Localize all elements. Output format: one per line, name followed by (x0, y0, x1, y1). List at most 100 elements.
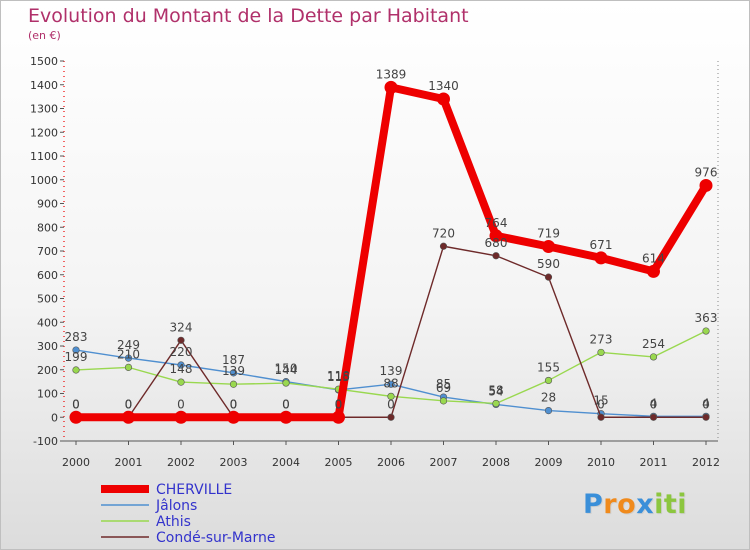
data-label: 283 (65, 330, 88, 344)
data-label: 187 (222, 353, 245, 367)
data-label: 671 (590, 238, 613, 252)
data-label: 719 (537, 226, 560, 240)
y-tick-label: 300 (37, 340, 58, 353)
data-label: 0 (282, 397, 290, 411)
data-label: 118 (327, 369, 350, 383)
data-point (387, 392, 395, 400)
logo-letter: x (636, 489, 655, 520)
data-point (387, 380, 395, 388)
data-point (229, 369, 238, 377)
data-label: 249 (117, 338, 140, 352)
data-label: 720 (432, 226, 455, 240)
x-tick-label: 2009 (535, 456, 563, 469)
data-point (489, 229, 503, 243)
data-label: 199 (65, 350, 88, 364)
x-tick-label: 2001 (115, 456, 143, 469)
data-point (702, 327, 710, 335)
data-label: 363 (695, 311, 718, 325)
proxiti-logo: Proxiti (583, 489, 687, 520)
data-point (177, 336, 185, 344)
data-label: 0 (702, 397, 710, 411)
data-label: 0 (282, 397, 290, 411)
data-point (124, 363, 133, 371)
data-point (177, 361, 185, 369)
data-label: 148 (170, 362, 193, 376)
x-tick-label: 2005 (325, 456, 353, 469)
legend-label: Condé-sur-Marne (156, 530, 276, 546)
x-tick-label: 2007 (430, 456, 458, 469)
logo-letter: o (617, 489, 637, 520)
data-point (544, 273, 553, 281)
legend-label: CHERVILLE (156, 482, 232, 498)
data-label: 614 (642, 251, 665, 265)
data-label: 0 (597, 397, 605, 411)
legend-label: Jâlons (155, 498, 197, 514)
data-label: 4 (702, 396, 710, 410)
data-point (699, 178, 713, 192)
data-label: 155 (537, 360, 560, 374)
y-tick-label: 100 (37, 388, 58, 401)
data-label: 139 (380, 364, 403, 378)
data-label: 1340 (428, 79, 459, 93)
data-label: 54 (488, 384, 503, 398)
y-tick-label: 800 (37, 221, 58, 234)
axes: -100010020030040050060070080090010001100… (30, 55, 720, 469)
data-label: 0 (125, 397, 133, 411)
y-tick-label: 700 (37, 245, 58, 258)
x-tick-label: 2004 (272, 456, 300, 469)
data-label: 0 (72, 397, 80, 411)
x-tick-label: 2012 (692, 456, 720, 469)
data-label: 976 (695, 165, 718, 179)
data-point (229, 380, 238, 388)
data-point (437, 92, 450, 106)
data-point (544, 376, 553, 385)
data-label: 0 (72, 397, 80, 411)
data-labels-layer: 0 0 0 0 0 0 1389 1340 764 719 671 614 976 283 249 220 18… (65, 67, 718, 411)
data-point (72, 366, 80, 374)
y-tick-label: 200 (37, 364, 58, 377)
data-point (124, 354, 133, 362)
data-point (544, 407, 553, 415)
y-tick-label: 600 (37, 269, 58, 282)
data-point (439, 242, 448, 250)
data-point (174, 410, 188, 424)
y-tick-label: 400 (37, 316, 58, 329)
chart-title: Evolution du Montant de la Dette par Hab… (28, 5, 469, 27)
x-tick-label: 2003 (220, 456, 248, 469)
data-label: 85 (436, 377, 451, 391)
data-point (492, 399, 500, 408)
data-point (384, 80, 398, 94)
data-label: 28 (541, 391, 556, 405)
data-point (702, 413, 710, 421)
data-label: 590 (537, 257, 560, 271)
data-point (122, 410, 135, 424)
data-label: 139 (222, 364, 245, 378)
y-tick-label: 1200 (30, 126, 58, 139)
data-point (227, 410, 240, 424)
data-label: 680 (485, 236, 508, 250)
data-label: 0 (387, 397, 395, 411)
data-label: 0 (125, 397, 133, 411)
data-label: 15 (593, 394, 608, 408)
data-label: 764 (485, 216, 508, 230)
y-tick-label: 1300 (30, 103, 58, 116)
data-label: 0 (230, 397, 238, 411)
data-label: 0 (177, 397, 185, 411)
data-label: 0 (230, 397, 238, 411)
y-tick-label: 0 (51, 411, 58, 424)
data-point (597, 348, 605, 357)
y-tick-label: 1100 (30, 150, 58, 163)
logo-letter: r (603, 489, 618, 520)
data-point (69, 410, 83, 424)
data-label: 144 (275, 363, 298, 377)
logo-letter: i (654, 489, 664, 520)
series-layer (69, 80, 713, 424)
data-point (542, 239, 555, 253)
data-point (594, 251, 608, 265)
data-label: 69 (436, 381, 451, 395)
x-tick-label: 2000 (62, 456, 90, 469)
data-point (72, 346, 80, 354)
logo-letter: i (677, 489, 688, 520)
chart-subtitle: (en €) (28, 29, 61, 42)
